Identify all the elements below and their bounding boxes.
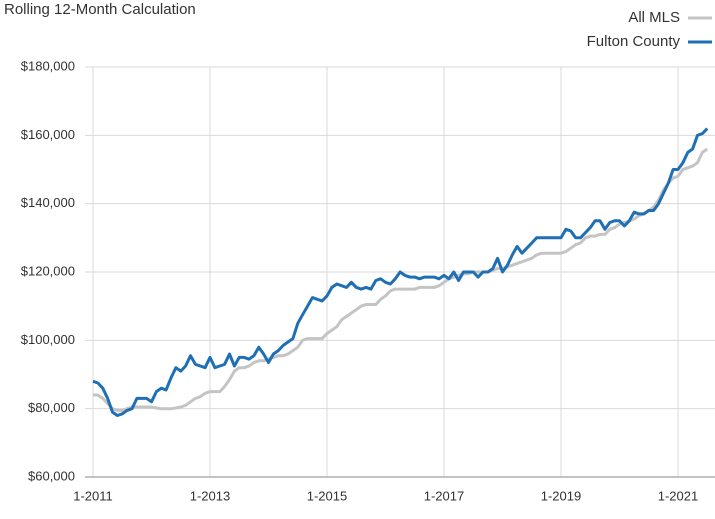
series-line [93,147,709,412]
legend-label: Fulton County [587,33,681,50]
series-line [92,127,709,417]
y-tick-label: $80,000 [28,400,75,415]
x-tick-label: 1-2017 [424,488,464,503]
y-tick-label: $140,000 [21,195,75,210]
x-tick-label: 1-2021 [658,488,698,503]
y-tick-label: $100,000 [21,332,75,347]
legend-label: All MLS [628,9,680,26]
y-tick-label: $120,000 [21,263,75,278]
y-tick-label: $180,000 [21,58,75,73]
chart-title: Rolling 12-Month Calculation [4,1,196,18]
y-tick-label: $60,000 [28,468,75,483]
x-tick-label: 1-2013 [190,488,230,503]
x-tick-label: 1-2011 [73,488,113,503]
x-tick-label: 1-2015 [307,488,347,503]
y-tick-label: $160,000 [21,127,75,142]
x-tick-label: 1-2019 [541,488,581,503]
